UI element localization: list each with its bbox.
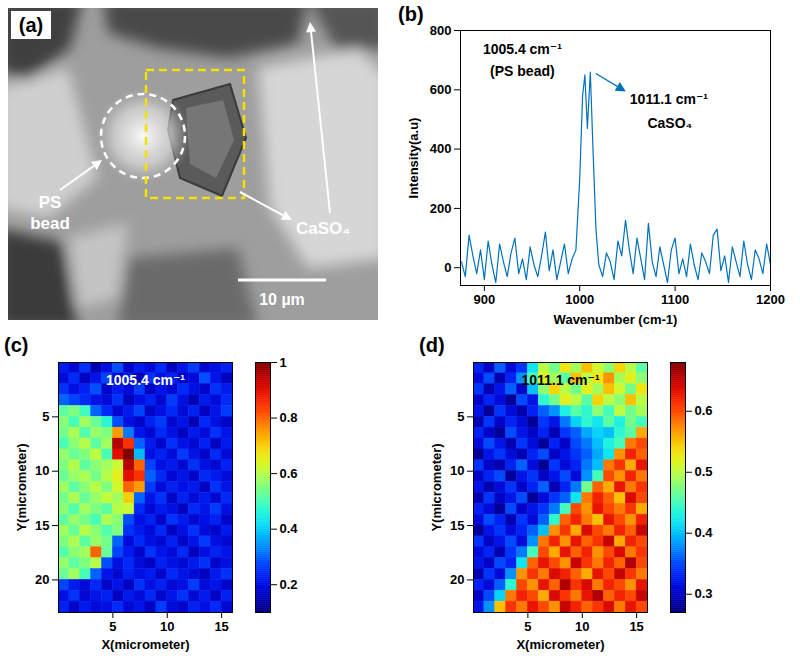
svg-text:5: 5 <box>42 409 49 424</box>
svg-text:Y(micrometer): Y(micrometer) <box>14 443 29 531</box>
svg-text:0: 0 <box>444 260 451 275</box>
svg-text:0.2: 0.2 <box>280 577 298 592</box>
svg-text:PS: PS <box>39 193 62 212</box>
svg-text:1005.4 cm⁻¹: 1005.4 cm⁻¹ <box>106 372 185 388</box>
svg-text:20: 20 <box>450 572 464 587</box>
svg-text:10 µm: 10 µm <box>259 291 305 308</box>
svg-text:0.5: 0.5 <box>695 464 713 479</box>
svg-text:Y(micrometer): Y(micrometer) <box>429 443 444 531</box>
html-text:(b): (b) <box>398 3 424 25</box>
svg-text:5: 5 <box>524 619 531 634</box>
svg-text:0.8: 0.8 <box>280 410 298 425</box>
svg-text:Intensity(a.u): Intensity(a.u) <box>406 118 421 199</box>
svg-text:1000: 1000 <box>565 292 594 307</box>
svg-text:1005.4 cm⁻¹: 1005.4 cm⁻¹ <box>483 41 562 57</box>
svg-text:CaSO₄: CaSO₄ <box>647 115 692 131</box>
svg-text:0.6: 0.6 <box>280 466 298 481</box>
svg-text:5: 5 <box>457 409 464 424</box>
svg-text:800: 800 <box>430 23 452 38</box>
svg-text:15: 15 <box>35 518 49 533</box>
svg-text:15: 15 <box>450 518 464 533</box>
html-text:(d): (d) <box>419 334 445 356</box>
svg-text:1011.1 cm⁻¹: 1011.1 cm⁻¹ <box>521 372 600 388</box>
svg-text:0.3: 0.3 <box>695 586 713 601</box>
svg-text:Wavenumber (cm-1): Wavenumber (cm-1) <box>554 312 678 327</box>
svg-text:15: 15 <box>629 619 643 634</box>
svg-text:10: 10 <box>575 619 589 634</box>
svg-text:1200: 1200 <box>756 292 785 307</box>
svg-text:1: 1 <box>280 355 287 370</box>
svg-text:1100: 1100 <box>661 292 689 307</box>
svg-text:0.4: 0.4 <box>280 521 299 536</box>
svg-text:900: 900 <box>473 292 495 307</box>
svg-text:10: 10 <box>450 463 464 478</box>
svg-text:600: 600 <box>430 82 452 97</box>
svg-text:10: 10 <box>35 463 49 478</box>
svg-text:CaSO₄: CaSO₄ <box>296 219 350 238</box>
svg-text:5: 5 <box>109 619 116 634</box>
svg-text:bead: bead <box>30 214 70 233</box>
svg-text:(a): (a) <box>19 14 43 36</box>
svg-text:10: 10 <box>160 619 174 634</box>
svg-text:400: 400 <box>430 141 452 156</box>
svg-text:0.4: 0.4 <box>695 525 714 540</box>
svg-text:20: 20 <box>35 572 49 587</box>
svg-text:15: 15 <box>214 619 228 634</box>
svg-text:200: 200 <box>430 201 452 216</box>
svg-text:1011.1 cm⁻¹: 1011.1 cm⁻¹ <box>630 91 709 107</box>
html-text:(c): (c) <box>4 334 29 356</box>
svg-text:X(micrometer): X(micrometer) <box>101 637 189 652</box>
svg-text:(PS bead): (PS bead) <box>490 63 555 79</box>
svg-text:0.6: 0.6 <box>695 403 713 418</box>
svg-text:X(micrometer): X(micrometer) <box>516 637 604 652</box>
